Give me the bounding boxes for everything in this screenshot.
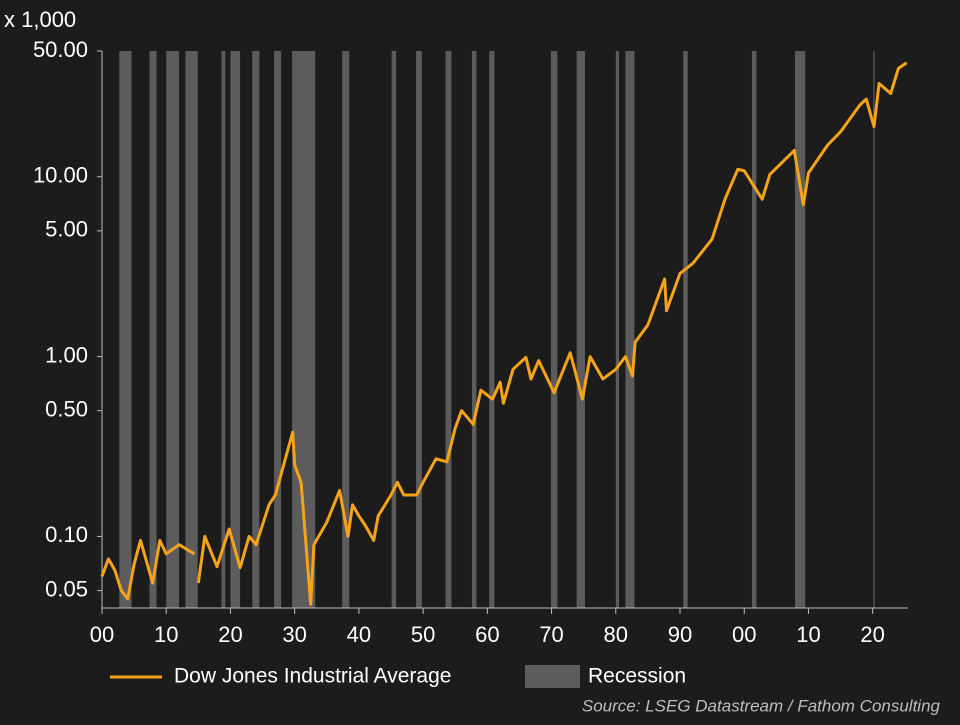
recession-band <box>274 51 282 608</box>
x-tick-label: 90 <box>668 622 692 647</box>
x-tick-label: 60 <box>475 622 499 647</box>
x-tick-label: 20 <box>860 622 884 647</box>
recession-band <box>471 51 477 608</box>
x-tick-label: 20 <box>218 622 242 647</box>
recession-band <box>166 51 180 608</box>
recession-band <box>683 51 688 608</box>
legend: Dow Jones Industrial Average Recession <box>110 665 686 688</box>
x-tick-label: 80 <box>604 622 628 647</box>
x-tick-label: 40 <box>347 622 371 647</box>
x-tick-label: 50 <box>411 622 435 647</box>
y-tick-label: 0.50 <box>45 397 88 422</box>
y-tick-label: 50.00 <box>33 37 88 62</box>
recession-band <box>230 51 241 608</box>
recession-band <box>625 51 635 608</box>
y-tick-label: 0.10 <box>45 522 88 547</box>
recession-band <box>576 51 585 608</box>
y-tick-label: 10.00 <box>33 163 88 188</box>
x-tick-label: 00 <box>732 622 756 647</box>
y-tick-label: 1.00 <box>45 342 88 367</box>
x-tick-label: 30 <box>282 622 306 647</box>
lines <box>100 61 908 606</box>
x-tick-label: 10 <box>154 622 178 647</box>
source-note: Source: LSEG Datastream / Fathom Consult… <box>582 696 941 715</box>
recession-band <box>185 51 198 608</box>
recession-bands <box>119 51 875 608</box>
recession-band <box>391 51 397 608</box>
recession-band <box>445 51 452 608</box>
recession-band <box>119 51 132 608</box>
recession-band <box>149 51 157 608</box>
data-line <box>100 61 908 606</box>
recession-band <box>221 51 226 608</box>
recession-band <box>489 51 495 608</box>
recession-band <box>550 51 558 608</box>
y-tick-label: 0.05 <box>45 576 88 601</box>
legend-swatch <box>525 665 580 688</box>
recession-band <box>292 51 316 608</box>
recession-band <box>873 51 875 608</box>
legend-label: Recession <box>588 665 686 688</box>
y-tick-label: 5.00 <box>45 217 88 242</box>
x-tick-label: 10 <box>796 622 820 647</box>
recession-band <box>615 51 619 608</box>
y-axis-unit: x 1,000 <box>4 7 76 32</box>
axes: 0.05 0.10 0.50 1.00 5.00 10.00 50.00 00 10 20 30 40… <box>33 37 908 647</box>
x-tick-label: 70 <box>539 622 563 647</box>
x-tick-label: 00 <box>90 622 114 647</box>
recession-band <box>342 51 350 608</box>
recession-band <box>751 51 757 608</box>
recession-band <box>794 51 806 608</box>
recession-band <box>416 51 422 608</box>
recession-band <box>252 51 260 608</box>
legend-label: Dow Jones Industrial Average <box>174 665 451 688</box>
